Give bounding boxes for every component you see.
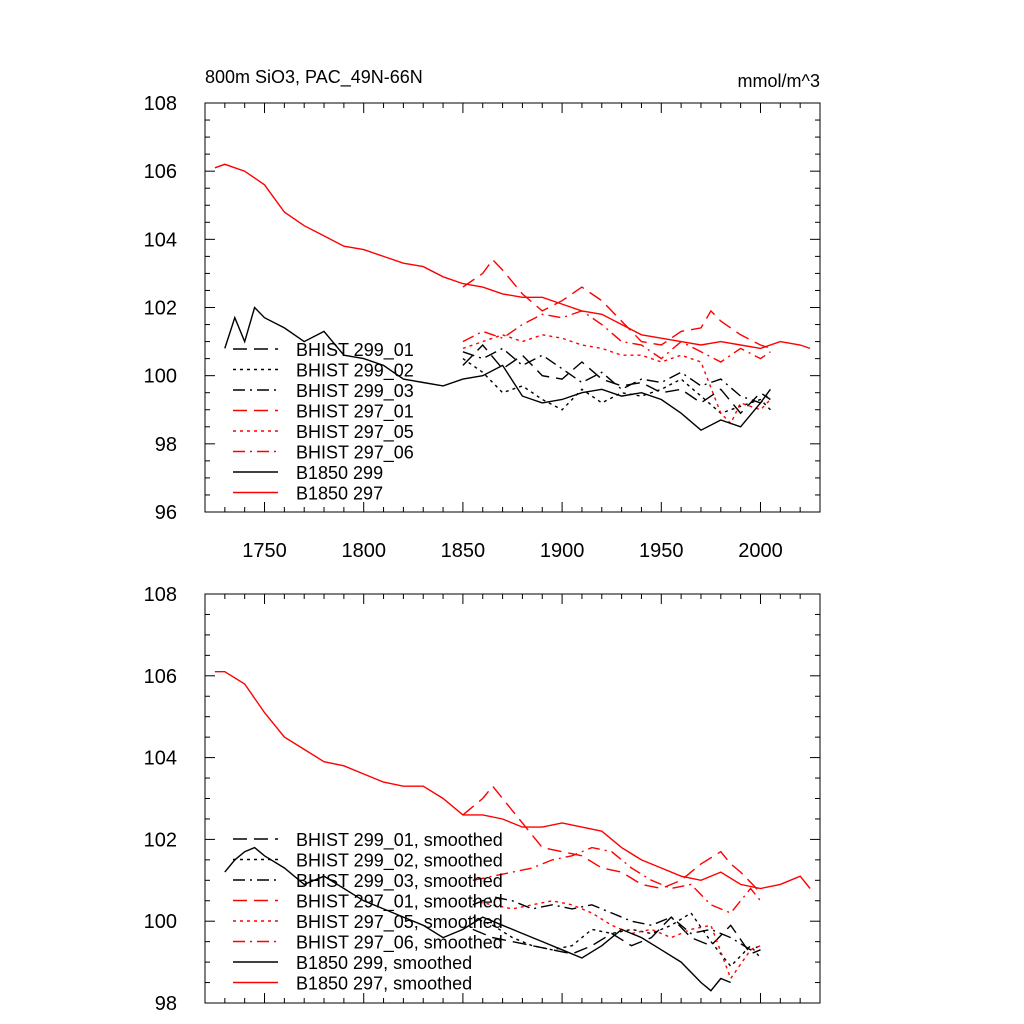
- bottom-panel: 98 100 102 104 106 108 BHIST 299_01, smoothed…: [144, 584, 821, 1015]
- legend-label: B1850 297: [296, 484, 383, 504]
- series-line-bhist-297-01: [462, 258, 771, 350]
- series-line-b1850-299: [224, 306, 771, 432]
- series-layer: [214, 163, 811, 432]
- y-tick-label: 102: [144, 829, 177, 851]
- y-tick-label: 98: [155, 434, 177, 456]
- series-line-bhist-297-01-smoothed: [462, 785, 762, 894]
- legend-label: BHIST 299_01: [296, 340, 414, 361]
- legend-label: BHIST 297_01, smoothed: [296, 892, 503, 913]
- plot-frame: [204, 102, 821, 513]
- legend-label: BHIST 299_02, smoothed: [296, 851, 503, 872]
- x-tick-label: 1850: [441, 540, 486, 562]
- series-line-bhist-299-01-smoothed: [472, 916, 761, 955]
- y-tick-label: 106: [144, 161, 177, 183]
- legend-label: BHIST 297_06: [296, 443, 414, 464]
- series-line-b1850-297: [214, 163, 811, 350]
- y-tick-label: 104: [144, 748, 177, 770]
- y-tick-label: 98: [155, 993, 177, 1015]
- legend-label: BHIST 299_01, smoothed: [296, 830, 503, 851]
- series-line-b1850-299-smoothed: [224, 846, 731, 992]
- legend-label: B1850 299, smoothed: [296, 953, 472, 973]
- series-line-bhist-297-06-smoothed: [472, 846, 762, 914]
- plot-frame: [204, 593, 821, 1004]
- series-line-bhist-299-01: [462, 343, 771, 415]
- series-line-bhist-297-05: [462, 334, 771, 425]
- legend-label: BHIST 299_03, smoothed: [296, 871, 503, 892]
- chart-units: mmol/m^3: [738, 71, 820, 91]
- series-line-bhist-299-03-smoothed: [472, 895, 761, 951]
- series-line-b1850-297-smoothed: [214, 671, 811, 890]
- legend-label: BHIST 297_05: [296, 422, 414, 443]
- x-tick-label: 1750: [242, 540, 287, 562]
- y-tick-label: 102: [144, 298, 177, 320]
- y-tick-label: 100: [144, 366, 177, 388]
- x-tick-label: 1950: [639, 540, 684, 562]
- series-layer: [214, 671, 811, 992]
- legend-label: BHIST 297_06, smoothed: [296, 933, 503, 954]
- series-line-bhist-297-06: [462, 310, 771, 363]
- tick-layer: 98 100 102 104 106 108: [144, 584, 821, 1015]
- x-tick-label: 1900: [540, 540, 585, 562]
- series-line-bhist-299-02: [462, 358, 771, 414]
- top-panel: 800m SiO3, PAC_49N-66N mmol/m^3 96 98 100 1…: [144, 67, 821, 562]
- x-tick-label: 1800: [341, 540, 386, 562]
- chart-title: 800m SiO3, PAC_49N-66N: [205, 67, 423, 88]
- y-tick-label: 100: [144, 911, 177, 933]
- y-tick-label: 108: [144, 584, 177, 606]
- legend-label: B1850 297, smoothed: [296, 974, 472, 994]
- legend-label: B1850 299: [296, 463, 383, 483]
- y-tick-label: 108: [144, 93, 177, 115]
- legend-label: BHIST 299_02: [296, 361, 414, 382]
- legend-label: BHIST 297_01: [296, 402, 414, 423]
- x-tick-label: 2000: [738, 540, 783, 562]
- series-line-bhist-299-03: [462, 347, 771, 404]
- legend-label: BHIST 299_03: [296, 381, 414, 402]
- y-tick-label: 96: [155, 502, 177, 524]
- tick-layer: 96 98 100 102 104 106 108 1750 1800 1850 1900 1950 2…: [144, 93, 821, 562]
- y-tick-label: 106: [144, 666, 177, 688]
- y-tick-label: 104: [144, 229, 177, 251]
- legend-label: BHIST 297_05, smoothed: [296, 912, 503, 933]
